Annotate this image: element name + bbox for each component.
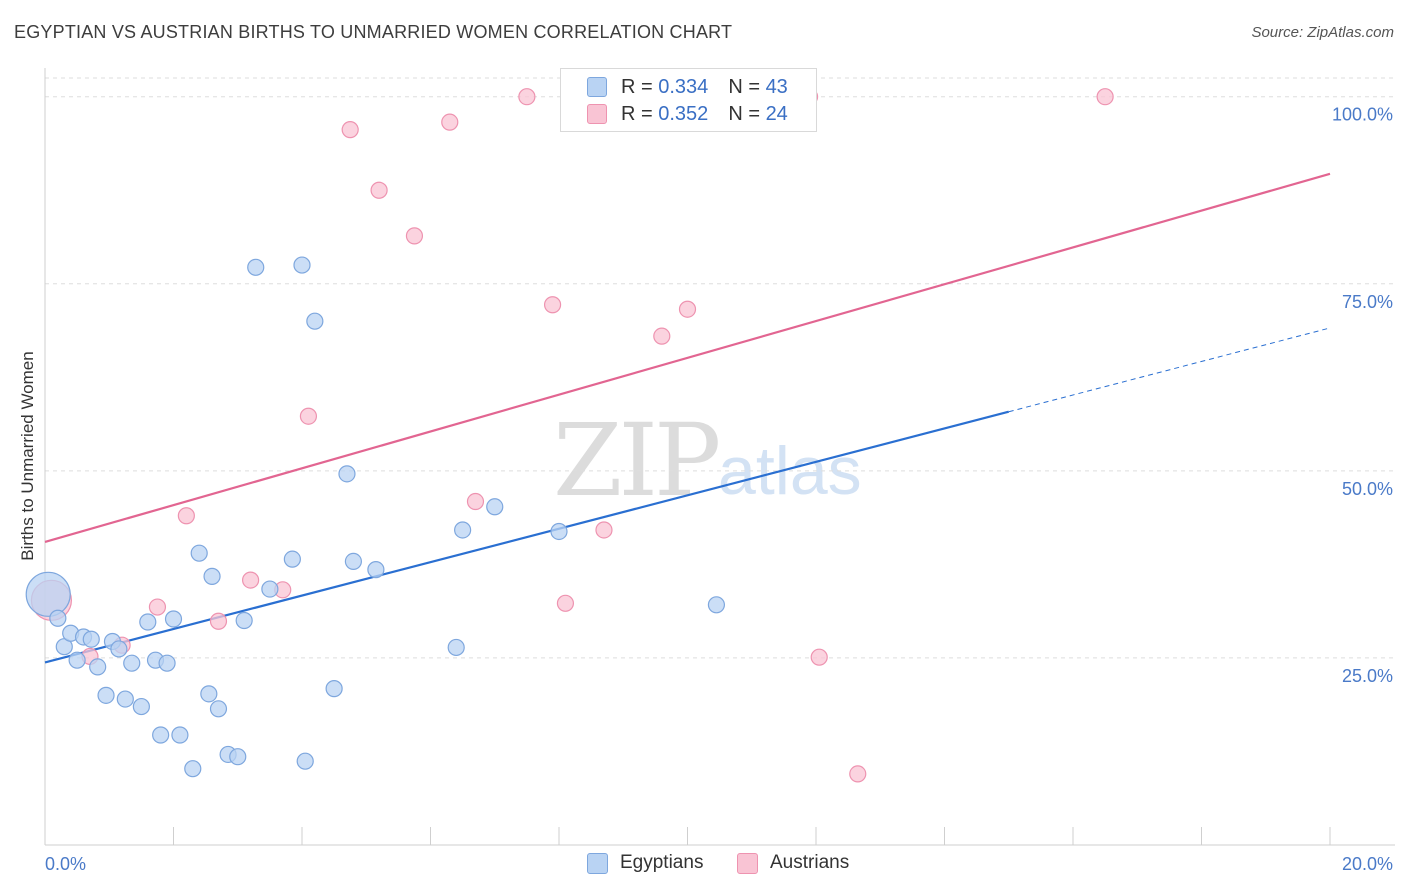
austrians-point bbox=[405, 227, 424, 245]
egyptians-point bbox=[116, 690, 134, 708]
austrians-point bbox=[177, 507, 195, 525]
egyptians-point bbox=[486, 498, 504, 516]
egyptians-point bbox=[550, 522, 568, 541]
austrians-point bbox=[518, 88, 536, 106]
austrians-point bbox=[242, 571, 260, 589]
egyptians-point bbox=[338, 465, 356, 483]
x-tick-label: 20.0% bbox=[1342, 854, 1393, 874]
austrians-legend-swatch bbox=[737, 852, 758, 874]
egyptians-point bbox=[200, 685, 218, 703]
austrians-point bbox=[148, 598, 167, 616]
n-label: N = bbox=[728, 102, 760, 125]
n-value-egyptians: 43 bbox=[765, 75, 788, 98]
stats-legend: R = 0.334 N = 43 R = 0.352 N = 24 bbox=[560, 68, 817, 132]
austrians-point bbox=[678, 300, 697, 318]
egyptians-point bbox=[89, 658, 107, 676]
egyptians-trend-line bbox=[44, 410, 1010, 664]
egyptians-legend-label: Egyptians bbox=[620, 852, 704, 873]
egyptians-point bbox=[229, 748, 247, 766]
egyptians-point bbox=[447, 638, 465, 657]
egyptians-point bbox=[152, 726, 170, 744]
egyptians-point bbox=[190, 544, 208, 562]
y-tick-label: 25.0% bbox=[1342, 666, 1393, 686]
egyptians-point bbox=[344, 552, 362, 570]
austrians-point bbox=[341, 121, 359, 139]
legend-row-egyptians: R = 0.334 N = 43 bbox=[587, 74, 788, 100]
egyptians-point bbox=[68, 651, 86, 669]
egyptians-point bbox=[283, 550, 301, 568]
egyptians-point bbox=[306, 312, 324, 330]
r-value-austrians: 0.352 bbox=[658, 102, 709, 125]
egyptians-point bbox=[261, 580, 279, 598]
austrians-point bbox=[441, 113, 459, 131]
egyptians-point bbox=[171, 726, 189, 744]
austrians-point bbox=[543, 296, 562, 314]
austrians-point bbox=[466, 492, 485, 511]
egyptians-point bbox=[49, 609, 67, 627]
austrians-point bbox=[810, 648, 828, 666]
bottom-legend-egyptians: Egyptians bbox=[587, 852, 703, 874]
egyptians-point bbox=[139, 613, 157, 631]
egyptians-point bbox=[707, 596, 726, 614]
egyptians-point bbox=[235, 611, 253, 630]
r-value-egyptians: 0.334 bbox=[658, 75, 709, 98]
austrians-point bbox=[595, 521, 613, 539]
austrians-swatch bbox=[587, 104, 607, 124]
austrians-point bbox=[370, 181, 388, 199]
watermark-zip: ZIP bbox=[553, 402, 721, 519]
egyptians-point bbox=[454, 521, 472, 539]
austrians-point bbox=[849, 765, 867, 783]
source-label: Source: ZipAtlas.com bbox=[1251, 24, 1394, 41]
y-tick-label: 75.0% bbox=[1342, 292, 1393, 312]
bottom-legend-austrians: Austrians bbox=[737, 852, 849, 874]
y-tick-label: 100.0% bbox=[1332, 105, 1393, 125]
egyptians-point bbox=[158, 654, 176, 672]
austrians-legend-label: Austrians bbox=[770, 852, 850, 873]
egyptians-legend-swatch bbox=[587, 852, 608, 874]
egyptians-point bbox=[184, 760, 202, 778]
n-value-austrians: 24 bbox=[765, 102, 788, 125]
egyptians-point bbox=[123, 654, 141, 672]
austrians-point bbox=[1096, 88, 1114, 106]
austrians-point bbox=[299, 407, 318, 425]
egyptians-point bbox=[82, 630, 100, 648]
egyptians-point bbox=[25, 571, 71, 617]
legend-row-austrians: R = 0.352 N = 24 bbox=[587, 101, 788, 127]
r-label: R = bbox=[621, 75, 653, 98]
egyptians-point bbox=[203, 567, 221, 585]
egyptians-point bbox=[97, 686, 115, 704]
egyptians-point bbox=[367, 561, 385, 579]
egyptians-point bbox=[132, 697, 150, 716]
egyptians-point bbox=[209, 700, 228, 718]
chart-title: EGYPTIAN VS AUSTRIAN BIRTHS TO UNMARRIED… bbox=[14, 22, 733, 42]
austrians-point bbox=[209, 612, 228, 630]
egyptians-point bbox=[164, 610, 183, 628]
n-label: N = bbox=[728, 75, 760, 98]
egyptians-swatch bbox=[587, 77, 607, 97]
egyptians-trend-extension bbox=[1008, 327, 1331, 413]
r-label: R = bbox=[621, 102, 653, 125]
egyptians-point bbox=[296, 752, 314, 770]
egyptians-point bbox=[247, 258, 265, 276]
austrians-trend-line bbox=[44, 172, 1331, 543]
y-tick-label: 50.0% bbox=[1342, 479, 1393, 499]
austrians-point bbox=[556, 594, 575, 612]
egyptians-point bbox=[110, 640, 128, 658]
austrians-point bbox=[653, 327, 671, 345]
egyptians-point bbox=[325, 680, 343, 698]
egyptians-point bbox=[293, 256, 311, 274]
x-tick-label: 0.0% bbox=[45, 854, 86, 874]
